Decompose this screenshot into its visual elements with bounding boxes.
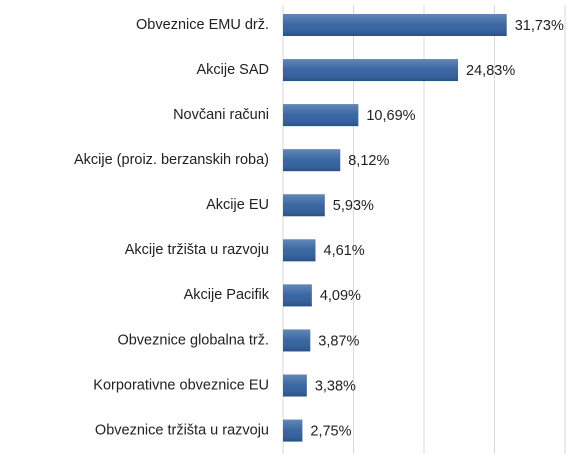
category-label: Akcije EU <box>206 197 269 213</box>
value-label: 3,38% <box>315 378 356 394</box>
category-label: Obveznice EMU drž. <box>136 17 269 33</box>
value-label: 3,87% <box>318 333 359 349</box>
category-label: Akcije tržišta u razvoju <box>125 242 269 258</box>
value-label: 5,93% <box>333 198 374 214</box>
category-label: Akcije Pacifik <box>184 287 270 303</box>
value-label: 8,12% <box>348 153 389 169</box>
bar-shine <box>283 284 312 307</box>
bar-shine <box>283 149 341 172</box>
bar-shine <box>283 104 359 127</box>
value-label: 4,09% <box>320 288 361 304</box>
bar-shine <box>283 59 459 82</box>
category-label: Korporativne obveznice EU <box>93 377 269 393</box>
bar-shine <box>283 14 507 36</box>
bar-shine <box>283 374 307 397</box>
value-label: 4,61% <box>324 243 365 259</box>
category-label: Novčani računi <box>173 107 269 123</box>
category-label: Obveznice globalna trž. <box>117 332 269 348</box>
value-label: 2,75% <box>310 423 351 439</box>
category-label: Akcije (proiz. berzanskih roba) <box>74 152 269 168</box>
bar-shine <box>283 419 303 442</box>
value-label: 24,83% <box>466 63 515 79</box>
value-label: 10,69% <box>366 108 415 124</box>
bar-shine <box>283 329 311 352</box>
value-label: 31,73% <box>515 18 564 34</box>
bar-shine <box>283 194 325 217</box>
bar-shine <box>283 239 316 262</box>
category-label: Obveznice tržišta u razvoju <box>95 422 269 438</box>
category-label: Akcije SAD <box>196 62 269 78</box>
